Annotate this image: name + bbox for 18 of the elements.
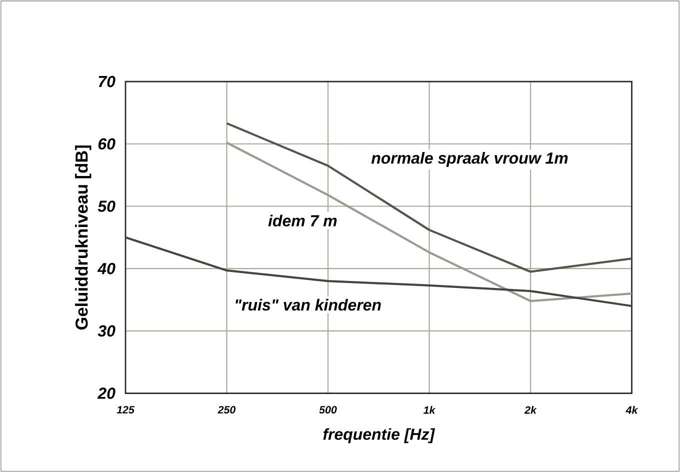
y-tick-label: 20 (97, 388, 116, 399)
x-tick-label: 125 (116, 406, 135, 414)
series-label: "ruis" van kinderen (236, 298, 381, 311)
line-series (226, 122, 633, 273)
y-tick-label: 30 (98, 325, 116, 337)
x-axis-title: frequentie [Hz] (323, 428, 436, 444)
y-axis-title: Geluiddrukniveau [dB] (75, 145, 92, 330)
x-tick-label: 2k (524, 406, 537, 414)
x-tick-label: 500 (319, 406, 337, 414)
y-tick-label: 40 (97, 262, 116, 274)
series-label: idem 7 m (268, 214, 337, 226)
y-tick-label: 70 (98, 76, 116, 88)
x-tick-label: 4k (626, 406, 638, 414)
series-label: normale spraak vrouw 1m (371, 152, 568, 167)
x-tick-label: 1k (424, 406, 436, 414)
y-tick-label: 60 (98, 138, 116, 150)
x-tick-label: 250 (218, 406, 236, 414)
y-tick-label: 50 (98, 200, 116, 212)
